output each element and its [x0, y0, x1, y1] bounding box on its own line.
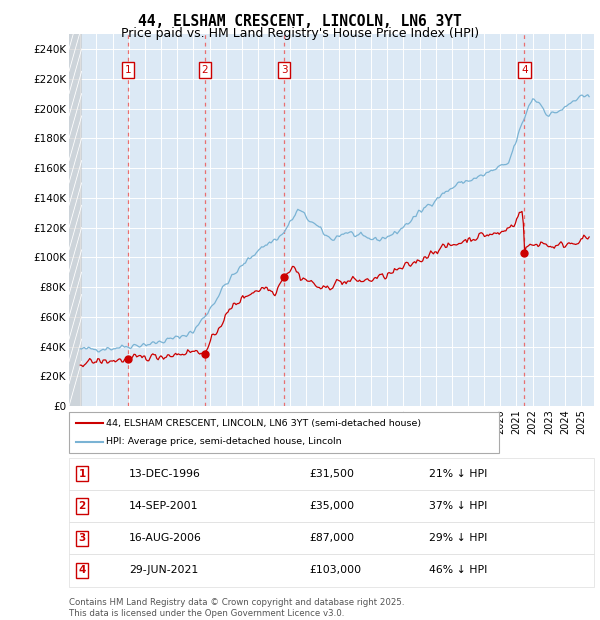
Text: 4: 4 — [79, 565, 86, 575]
Text: 16-AUG-2006: 16-AUG-2006 — [129, 533, 202, 543]
Text: £87,000: £87,000 — [309, 533, 354, 543]
Text: 14-SEP-2001: 14-SEP-2001 — [129, 501, 199, 511]
Text: 29% ↓ HPI: 29% ↓ HPI — [429, 533, 487, 543]
Text: 37% ↓ HPI: 37% ↓ HPI — [429, 501, 487, 511]
Text: 29-JUN-2021: 29-JUN-2021 — [129, 565, 198, 575]
Text: 44, ELSHAM CRESCENT, LINCOLN, LN6 3YT (semi-detached house): 44, ELSHAM CRESCENT, LINCOLN, LN6 3YT (s… — [106, 418, 421, 428]
Text: Price paid vs. HM Land Registry's House Price Index (HPI): Price paid vs. HM Land Registry's House … — [121, 27, 479, 40]
Text: £103,000: £103,000 — [309, 565, 361, 575]
Text: HPI: Average price, semi-detached house, Lincoln: HPI: Average price, semi-detached house,… — [106, 437, 342, 446]
Text: 2: 2 — [202, 65, 208, 75]
Text: 3: 3 — [79, 533, 86, 543]
Text: 21% ↓ HPI: 21% ↓ HPI — [429, 469, 487, 479]
Text: £31,500: £31,500 — [309, 469, 354, 479]
Text: £35,000: £35,000 — [309, 501, 354, 511]
Text: 46% ↓ HPI: 46% ↓ HPI — [429, 565, 487, 575]
Text: 1: 1 — [125, 65, 131, 75]
Text: 3: 3 — [281, 65, 287, 75]
Text: 13-DEC-1996: 13-DEC-1996 — [129, 469, 201, 479]
Text: 1: 1 — [79, 469, 86, 479]
Text: 2: 2 — [79, 501, 86, 511]
Text: Contains HM Land Registry data © Crown copyright and database right 2025.
This d: Contains HM Land Registry data © Crown c… — [69, 598, 404, 618]
Text: 4: 4 — [521, 65, 527, 75]
Text: 44, ELSHAM CRESCENT, LINCOLN, LN6 3YT: 44, ELSHAM CRESCENT, LINCOLN, LN6 3YT — [138, 14, 462, 29]
